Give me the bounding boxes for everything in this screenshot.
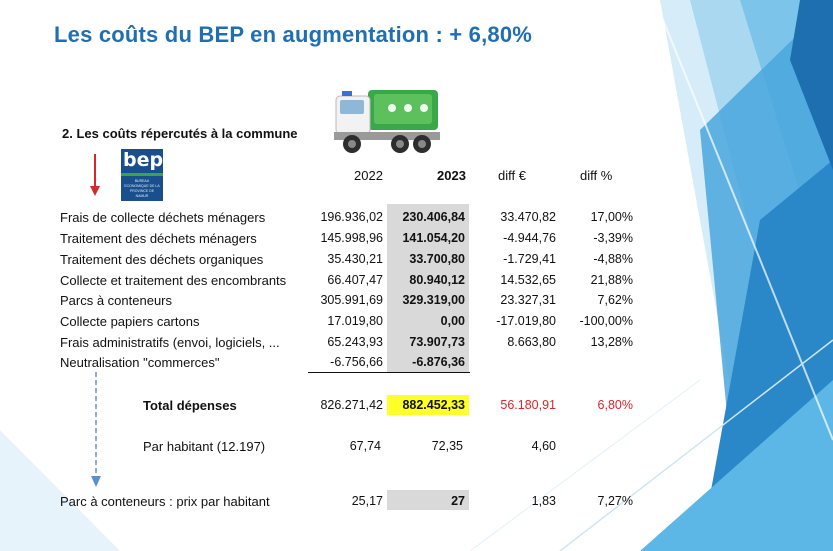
row-2022: 145.998,96: [320, 231, 383, 245]
bep-logo: bep BUREAU ECONOMIQUE DE LA PROVINCE DE …: [121, 149, 163, 201]
bep-logo-stripe: [121, 173, 163, 176]
row-2023: 80.940,12: [409, 273, 465, 287]
total-2023-highlight: [387, 395, 469, 415]
row-2022: -6.756,66: [330, 355, 383, 369]
row-diff: -1.729,41: [503, 252, 556, 266]
row-2023: 73.907,73: [409, 335, 465, 349]
row-pct: 21,88%: [590, 273, 633, 287]
total-pct: 6,80%: [597, 398, 633, 412]
row-diff: 8.663,80: [507, 335, 556, 349]
row-pct: -4,88%: [593, 252, 633, 266]
row-2022: 17.019,80: [327, 314, 383, 328]
row-pct: -3,39%: [593, 231, 633, 245]
row-2022: 196.936,02: [320, 210, 383, 224]
bep-logo-word: bep: [123, 149, 164, 171]
row-2023: -6.876,36: [412, 355, 465, 369]
row-pct: 17,00%: [590, 210, 633, 224]
row-2022: 35.430,21: [327, 252, 383, 266]
garbage-truck-image: [334, 90, 440, 153]
row-label: Traitement des déchets ménagers: [60, 231, 257, 246]
per-habitant-2022: 67,74: [349, 439, 381, 453]
row-diff: -4.944,76: [503, 231, 556, 245]
row-pct: 13,28%: [590, 335, 633, 349]
row-2023: 33.700,80: [409, 252, 465, 266]
blue-dashed-arrow-icon: [91, 372, 101, 487]
total-2022: 826.271,42: [320, 398, 383, 412]
row-2023: 329.319,00: [402, 293, 465, 307]
row-pct: -100,00%: [579, 314, 633, 328]
total-diff: 56.180,91: [500, 398, 556, 412]
row-diff: 33.470,82: [500, 210, 556, 224]
row-2022: 65.243,93: [327, 335, 383, 349]
row-2023: 0,00: [440, 314, 465, 328]
row-label: Collecte et traitement des encombrants: [60, 273, 287, 288]
row-label: Frais de collecte déchets ménagers: [60, 210, 266, 225]
total-label: Total dépenses: [143, 398, 237, 413]
section-subtitle: 2. Les coûts répercutés à la commune: [62, 126, 298, 141]
col-header-2023: 2023: [437, 168, 466, 183]
total-rule: [308, 372, 470, 373]
bep-logo-subtext: BUREAU ECONOMIQUE DE LA PROVINCE DE NAMU…: [124, 179, 160, 198]
slide-title: Les coûts du BEP en augmentation : + 6,8…: [54, 22, 533, 47]
row-diff: 14.532,65: [500, 273, 556, 287]
row-diff: 23.327,31: [500, 293, 556, 307]
col-2023-shading: [387, 204, 469, 372]
row-label: Frais administratifs (envoi, logiciels, …: [60, 335, 280, 350]
row-2022: 66.407,47: [327, 273, 383, 287]
row-pct: 7,62%: [597, 293, 633, 307]
parc-diff: 1,83: [531, 494, 556, 508]
row-label: Parcs à conteneurs: [60, 293, 173, 308]
row-label: Traitement des déchets organiques: [60, 252, 264, 267]
parc-2022: 25,17: [351, 494, 383, 508]
row-2023: 230.406,84: [402, 210, 465, 224]
total-2023: 882.452,33: [402, 398, 465, 412]
red-arrow-icon: [90, 154, 100, 196]
per-habitant-label: Par habitant (12.197): [143, 439, 266, 454]
per-habitant-diff: 4,60: [531, 439, 556, 453]
col-header-diff-pct: diff %: [580, 168, 613, 183]
parc-label: Parc à conteneurs : prix par habitant: [60, 494, 270, 509]
parc-2023: 27: [451, 494, 465, 508]
parc-pct: 7,27%: [597, 494, 633, 508]
row-label: Collecte papiers cartons: [60, 314, 200, 329]
col-header-diff-euro: diff €: [498, 168, 526, 183]
row-diff: -17.019,80: [496, 314, 556, 328]
col-header-2022: 2022: [354, 168, 383, 183]
per-habitant-2023: 72,35: [431, 439, 463, 453]
row-label: Neutralisation "commerces": [60, 355, 220, 370]
row-2022: 305.991,69: [320, 293, 383, 307]
parc-2023-shading: [387, 490, 469, 510]
row-2023: 141.054,20: [402, 231, 465, 245]
